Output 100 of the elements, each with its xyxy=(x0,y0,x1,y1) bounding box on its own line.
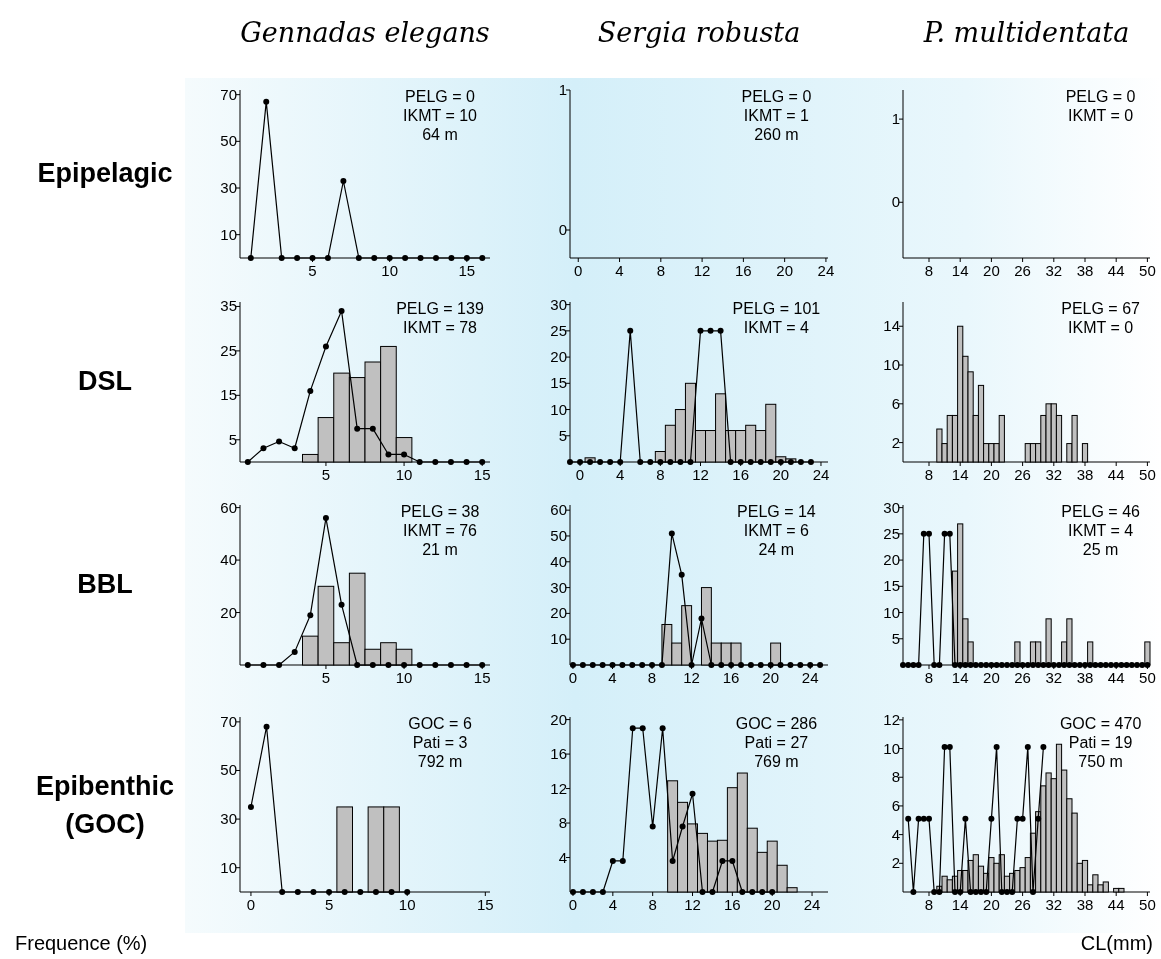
y-tick-label: 30 xyxy=(220,810,237,828)
y-tick-label: 2 xyxy=(891,854,900,872)
x-tick-label: 20 xyxy=(983,896,1000,913)
x-tick-label: 16 xyxy=(724,896,741,913)
y-tick-label: 1 xyxy=(891,110,900,128)
x-tick-label: 15 xyxy=(473,466,491,483)
x-tick-label: 4 xyxy=(608,669,617,686)
y-tick-label: 8 xyxy=(891,768,900,786)
x-tick-label: 38 xyxy=(1076,896,1094,913)
y-tick-label: 10 xyxy=(220,225,237,243)
x-tick-label: 14 xyxy=(951,669,969,686)
x-tick-label: 10 xyxy=(398,896,416,913)
x-tick-label: 8 xyxy=(924,669,934,686)
y-tick-label: 2 xyxy=(891,433,900,451)
y-tick-label: 10 xyxy=(883,739,900,757)
annotation: PELG = 38 IKMT = 76 21 m xyxy=(400,503,480,558)
x-tick-label: 26 xyxy=(1014,669,1031,686)
x-tick-label: 8 xyxy=(647,669,657,686)
y-tick-label: 6 xyxy=(891,796,900,814)
y-tick-label: 10 xyxy=(220,858,237,876)
x-tick-label: 12 xyxy=(683,669,700,686)
x-tick-label: 14 xyxy=(951,896,969,913)
x-tick-label: 14 xyxy=(951,262,969,279)
y-tick-label: 6 xyxy=(891,394,900,412)
y-tick-label: 12 xyxy=(883,710,900,728)
x-tick-label: 12 xyxy=(693,262,711,279)
y-tick-label: 4 xyxy=(558,848,567,866)
x-tick-label: 15 xyxy=(476,896,494,913)
y-tick-label: 5 xyxy=(228,430,237,448)
y-tick-label: 5 xyxy=(891,629,900,647)
annotation: PELG = 101 IKMT = 4 xyxy=(732,300,821,336)
x-tick-label: 50 xyxy=(1139,669,1156,686)
y-tick-label: 50 xyxy=(550,526,567,544)
chart-title: Gennadas elegans xyxy=(240,17,490,48)
y-tick-label: 35 xyxy=(220,297,237,315)
x-tick-label: 26 xyxy=(1014,262,1031,279)
x-tick-label: 50 xyxy=(1139,466,1156,483)
y-tick-label: 8 xyxy=(558,814,567,832)
y-tick-label: 25 xyxy=(550,321,567,339)
x-tick-label: 4 xyxy=(608,896,618,913)
x-tick-label: 20 xyxy=(772,466,790,483)
y-tick-label: 0 xyxy=(558,221,567,238)
y-axis-title: Frequence (%) xyxy=(15,932,148,954)
x-tick-label: 32 xyxy=(1045,262,1063,279)
x-tick-label: 5 xyxy=(321,466,331,483)
x-tick-label: 8 xyxy=(924,896,934,913)
annotation: GOC = 470 Pati = 19 750 m xyxy=(1059,715,1142,770)
x-tick-label: 0 xyxy=(246,896,256,913)
x-tick-label: 10 xyxy=(381,262,399,279)
x-tick-label: 20 xyxy=(983,466,1000,483)
text: BBL xyxy=(77,569,133,599)
x-axis-title: CL(mm) xyxy=(1080,932,1153,954)
x-tick-label: 32 xyxy=(1045,896,1063,913)
x-tick-label: 15 xyxy=(473,669,491,686)
x-tick-label: 0 xyxy=(575,466,585,483)
annotation: PELG = 139 IKMT = 78 xyxy=(396,300,484,336)
x-tick-label: 20 xyxy=(983,262,1000,279)
y-tick-label: 30 xyxy=(550,295,567,313)
x-tick-label: 44 xyxy=(1107,262,1125,279)
x-tick-label: 24 xyxy=(803,896,821,913)
y-tick-label: 40 xyxy=(550,552,567,570)
x-tick-label: 44 xyxy=(1107,669,1125,686)
x-tick-label: 5 xyxy=(324,896,334,913)
x-tick-label: 5 xyxy=(308,262,317,279)
chart-title: P. multidentata xyxy=(922,17,1130,48)
annotation: PELG = 14 IKMT = 6 24 m xyxy=(737,503,816,558)
x-tick-label: 24 xyxy=(801,669,819,686)
y-tick-label: 16 xyxy=(550,745,567,763)
x-tick-label: 38 xyxy=(1076,262,1094,279)
x-tick-label: 8 xyxy=(648,896,657,913)
x-tick-label: 44 xyxy=(1107,896,1125,913)
x-tick-label: 10 xyxy=(395,669,413,686)
y-tick-label: 25 xyxy=(883,524,900,542)
y-tick-label: 30 xyxy=(550,578,567,596)
y-tick-label: 15 xyxy=(883,577,900,595)
x-tick-label: 4 xyxy=(616,466,625,483)
y-tick-label: 20 xyxy=(220,603,237,621)
y-tick-label: 0 xyxy=(891,193,900,211)
annotation: PELG = 0 IKMT = 10 64 m xyxy=(403,88,478,143)
x-tick-label: 12 xyxy=(684,896,701,913)
y-tick-label: 70 xyxy=(220,85,237,103)
y-tick-label: 50 xyxy=(220,761,237,779)
x-tick-label: 14 xyxy=(951,466,969,483)
x-tick-label: 10 xyxy=(395,466,413,483)
text: Epipelagic xyxy=(37,158,173,188)
y-tick-label: 10 xyxy=(550,400,567,418)
y-tick-label: 12 xyxy=(550,779,567,797)
annotation: PELG = 0 IKMT = 1 260 m xyxy=(741,88,812,143)
y-tick-label: 1 xyxy=(558,81,567,98)
x-tick-label: 4 xyxy=(615,262,624,279)
annotation: PELG = 46 IKMT = 4 25 m xyxy=(1061,503,1141,558)
y-tick-label: 20 xyxy=(550,604,567,622)
x-tick-label: 12 xyxy=(692,466,709,483)
y-tick-label: 30 xyxy=(220,179,237,196)
y-tick-label: 20 xyxy=(550,710,567,728)
x-tick-label: 26 xyxy=(1014,466,1031,483)
y-tick-label: 60 xyxy=(220,498,237,516)
x-tick-label: 38 xyxy=(1076,669,1094,686)
x-tick-label: 24 xyxy=(812,466,830,483)
x-tick-label: 8 xyxy=(656,466,665,483)
